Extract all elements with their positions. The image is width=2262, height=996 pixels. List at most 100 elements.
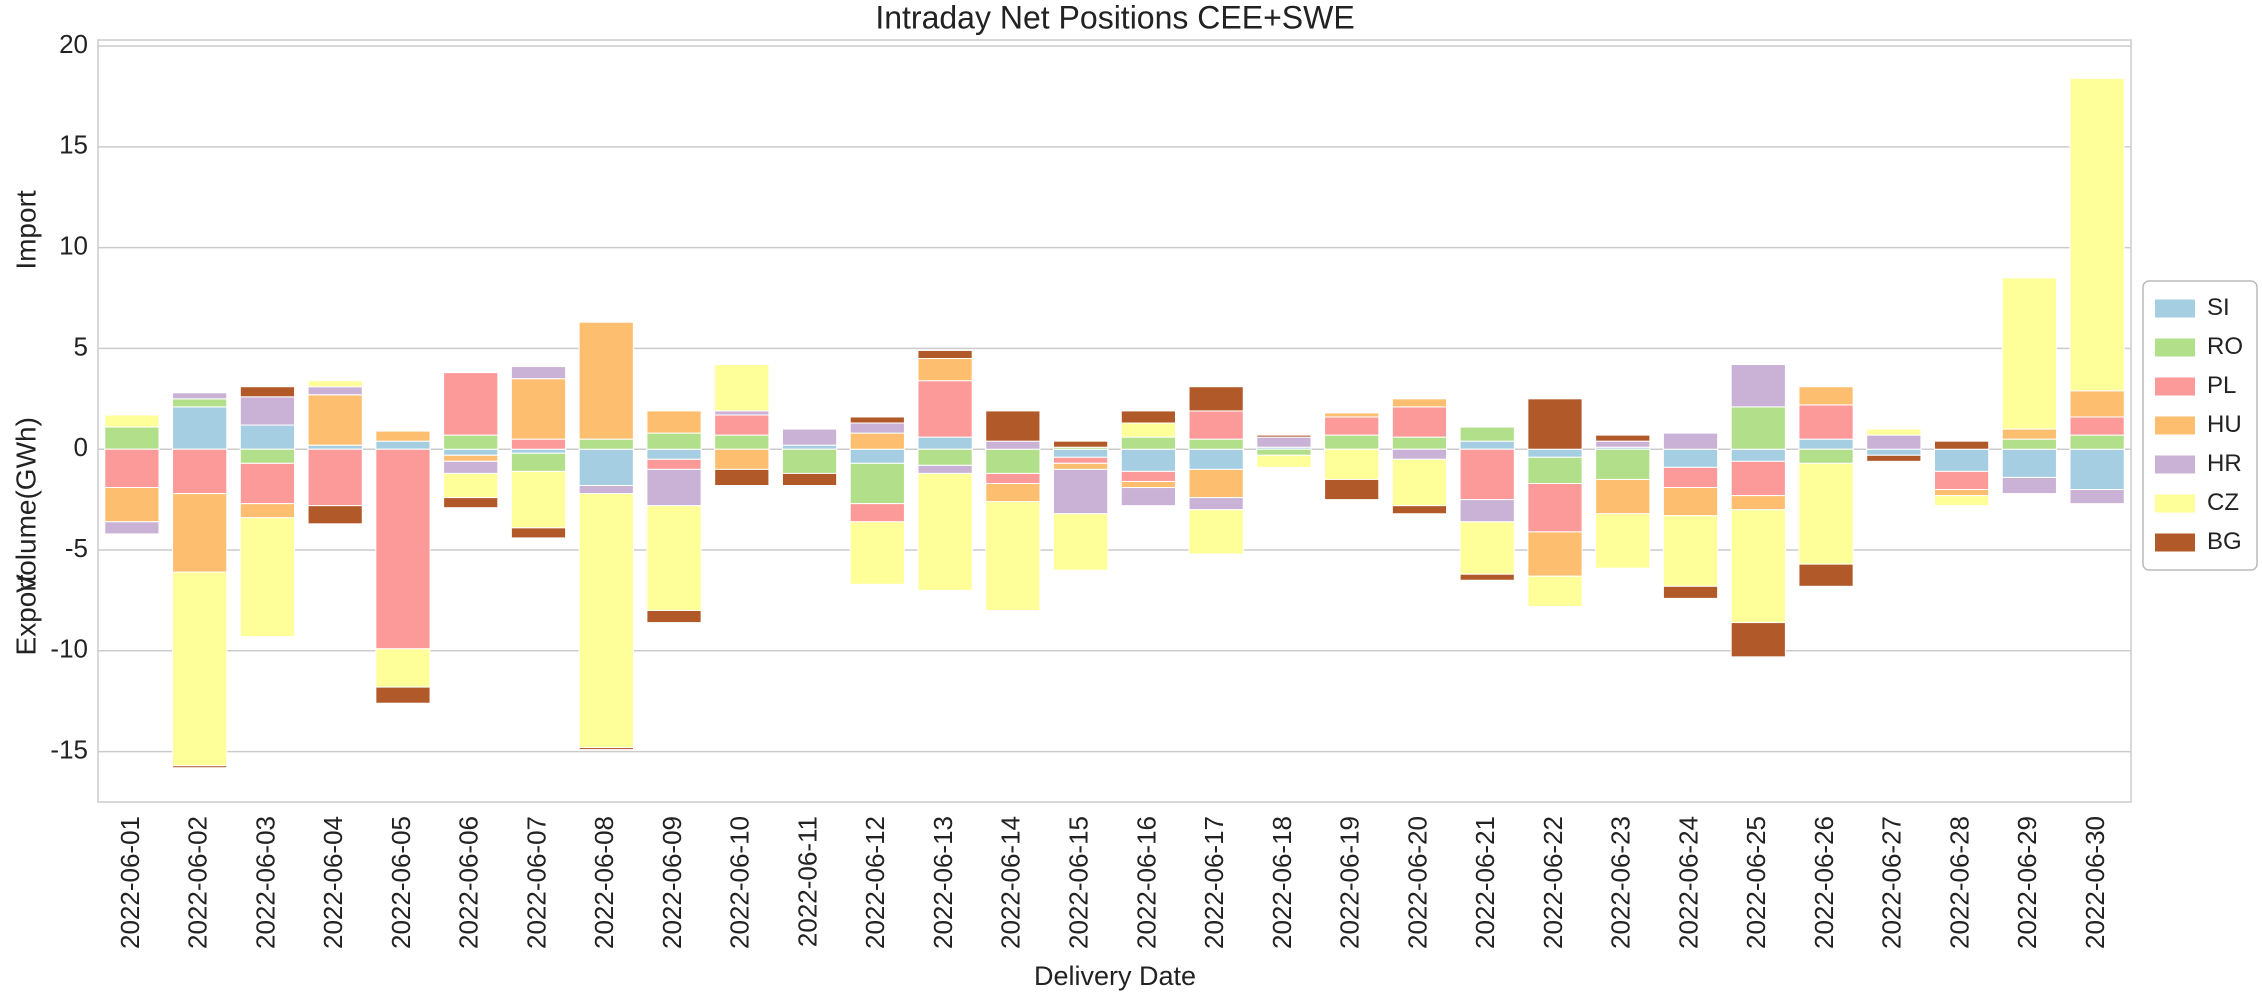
bar-segment <box>1188 509 1244 555</box>
bar-segment <box>578 448 634 487</box>
legend-swatch <box>2155 377 2195 396</box>
bar-segment <box>443 434 499 450</box>
bar-segment <box>1053 440 1109 448</box>
annotation: Import <box>10 190 41 270</box>
bar-segment <box>443 497 499 509</box>
bar-segment <box>917 436 973 450</box>
legend-swatch <box>2155 338 2195 357</box>
bar-segment <box>1256 434 1312 438</box>
bar-segment <box>985 482 1041 503</box>
bar-segment <box>443 460 499 474</box>
bar-segment <box>1933 440 1990 450</box>
bar-segment <box>781 428 838 446</box>
legend-label: SI <box>2207 294 2230 321</box>
legend-label: BG <box>2207 528 2242 555</box>
x-tick-label: 2022-06-26 <box>1809 816 1839 949</box>
bar-segment <box>510 470 567 529</box>
bar-segment <box>172 392 228 400</box>
bar-segment <box>1459 521 1515 575</box>
x-tick-label: 2022-06-18 <box>1267 816 1297 949</box>
bar-segment <box>578 485 634 495</box>
x-tick-label: 2022-06-07 <box>521 816 551 949</box>
x-tick-label: 2022-06-05 <box>386 816 416 949</box>
bar-segment <box>1324 478 1380 501</box>
x-tick-label: 2022-06-24 <box>1673 816 1703 949</box>
bar-segment <box>714 448 770 470</box>
y-tick-label: 10 <box>59 231 88 261</box>
bar-segment <box>985 440 1041 450</box>
bar-segment <box>714 468 770 487</box>
bar-segment <box>917 349 973 360</box>
bar-segment <box>917 448 973 466</box>
legend-swatch <box>2155 455 2195 474</box>
bar-segment <box>510 452 567 472</box>
bar-segment <box>781 444 838 450</box>
bar-segment <box>1798 563 1854 587</box>
bar-segment <box>917 380 973 438</box>
bar-segment <box>172 406 228 450</box>
bar-segment <box>849 416 905 424</box>
bar-segment <box>307 505 363 525</box>
bar-segment <box>1459 499 1515 523</box>
bar-segment <box>1459 440 1515 450</box>
bar-segment <box>646 609 702 624</box>
bar-segment <box>849 448 905 464</box>
bar-segment <box>1798 404 1854 440</box>
bar-segment <box>104 448 160 489</box>
bar-segment <box>1188 438 1244 450</box>
x-tick-label: 2022-06-10 <box>725 816 755 949</box>
bar-segment <box>2001 438 2057 450</box>
bar-segment <box>239 462 296 505</box>
bar-segment <box>781 472 838 487</box>
legend-swatch <box>2155 533 2195 552</box>
bar-segment <box>1798 386 1854 406</box>
bar-segment <box>307 448 363 507</box>
bar-segment <box>1662 466 1719 489</box>
bar-segment <box>239 424 296 450</box>
bar-segment <box>443 472 499 499</box>
bar-segment <box>714 410 770 416</box>
bar-segment <box>1391 398 1448 408</box>
bar-segment <box>646 448 702 460</box>
bar-segment <box>1730 448 1786 462</box>
bar-segment <box>1595 478 1651 515</box>
x-tick-label: 2022-06-08 <box>589 816 619 949</box>
x-tick-label: 2022-06-01 <box>115 816 145 949</box>
bar-segment <box>172 571 228 767</box>
x-tick-label: 2022-06-30 <box>2080 816 2110 949</box>
bar-segment <box>1595 448 1651 480</box>
bar-segment <box>1866 428 1922 436</box>
bar-segment <box>578 321 634 440</box>
bar-segment <box>1798 438 1854 450</box>
bar-segment <box>1324 412 1380 418</box>
x-axis-label: Delivery Date <box>1034 961 1196 991</box>
bar-segment <box>104 521 160 535</box>
bar-segment <box>1527 531 1583 577</box>
bar-segment <box>1933 489 1990 497</box>
bar-segment <box>1730 406 1786 450</box>
bar-segment <box>510 366 567 380</box>
bar-segment <box>1730 509 1786 624</box>
x-tick-label: 2022-06-29 <box>2012 816 2042 949</box>
bar-segment <box>375 448 431 650</box>
bar-segment <box>2069 434 2125 450</box>
bar-segment <box>646 468 702 507</box>
legend-swatch <box>2155 299 2195 318</box>
bar-segment <box>1324 416 1380 436</box>
legend-label: RO <box>2207 333 2243 360</box>
bar-segment <box>578 747 634 751</box>
bar-segment <box>1662 487 1719 517</box>
bar-segment <box>1459 426 1515 442</box>
legend-label: HR <box>2207 450 2242 477</box>
bar-segment <box>1324 448 1380 480</box>
bar-segment <box>646 458 702 470</box>
bar-segment <box>1120 448 1176 472</box>
y-tick-label: -15 <box>50 734 88 764</box>
bar-segment <box>510 438 567 450</box>
bar-segment <box>1188 448 1244 470</box>
bar-segment <box>1188 386 1244 412</box>
bar-segment <box>375 430 431 442</box>
bar-segment <box>917 464 973 474</box>
bar-segment <box>1933 448 1990 472</box>
bar-segment <box>104 426 160 450</box>
